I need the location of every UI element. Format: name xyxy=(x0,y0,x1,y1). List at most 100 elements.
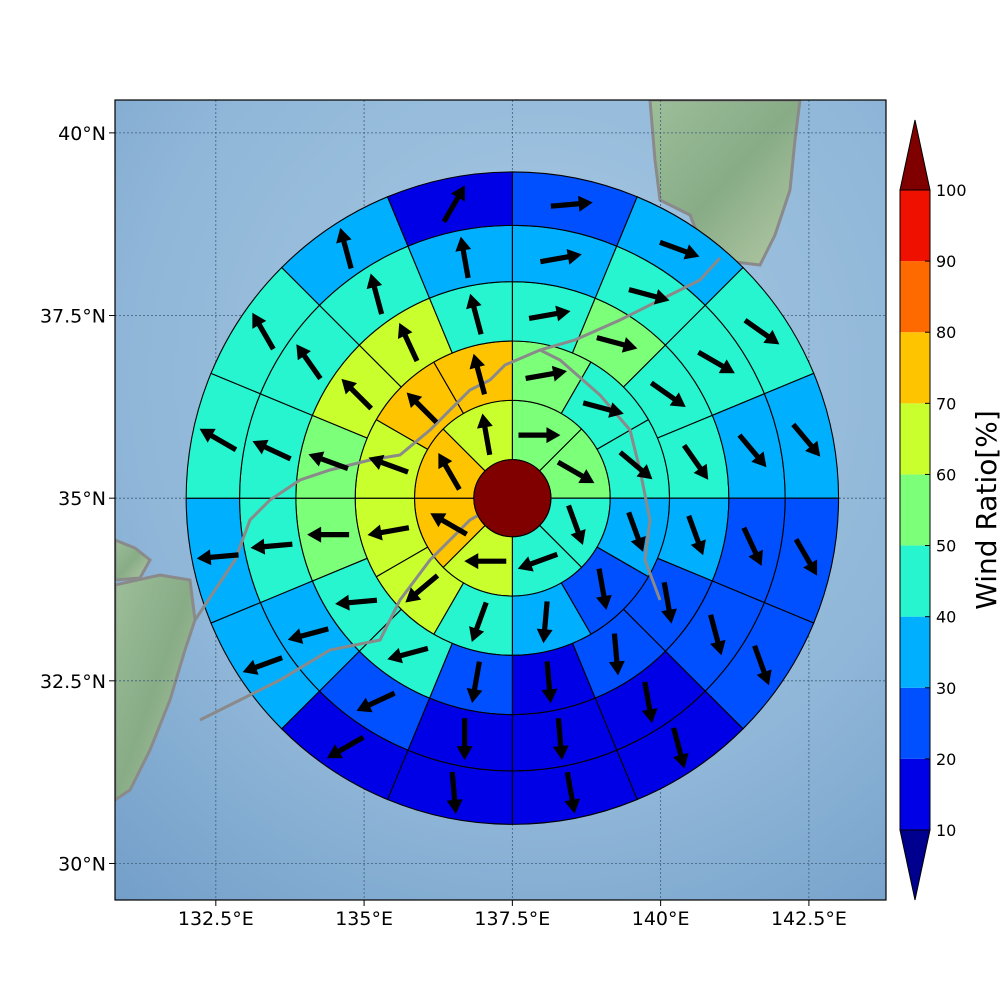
wind-arrow xyxy=(326,734,365,759)
wind-arrow xyxy=(556,459,595,484)
coastline-overlay xyxy=(193,256,722,722)
center-disc xyxy=(473,459,552,538)
wind-arrow xyxy=(752,644,772,686)
plot-frame xyxy=(114,99,887,901)
colorbar: 10 20 30 40 50 60 70 80 90 100 Wind Ratio[%] xyxy=(899,119,1000,901)
wind-arrow xyxy=(466,661,483,704)
colorbar-tick-label: 100 xyxy=(936,181,967,200)
colorbar-over-arrow xyxy=(899,119,931,191)
wind-arrow xyxy=(307,526,350,543)
colorbar-segment xyxy=(900,190,930,262)
wind-arrow xyxy=(697,350,735,374)
y-tick-label: 32.5°N xyxy=(40,671,106,693)
wind-arrow xyxy=(466,293,484,335)
wind-arrow xyxy=(430,513,468,537)
wind-arrow xyxy=(659,239,700,260)
wind-arrow xyxy=(456,718,473,761)
wind-arrow xyxy=(793,537,818,576)
x-tick-label: 132.5°E xyxy=(178,908,254,930)
wind-arrow xyxy=(438,453,462,491)
wind-arrow xyxy=(367,524,410,541)
y-tick-label: 35°N xyxy=(58,488,106,510)
wind-arrow xyxy=(528,305,571,322)
wind-arrow xyxy=(287,626,329,644)
wind-arrow xyxy=(791,422,821,457)
wind-arrow xyxy=(661,581,677,624)
colorbar-tick-label: 50 xyxy=(936,537,956,556)
wind-arrow xyxy=(641,681,658,724)
colorbar-tick-label: 40 xyxy=(936,608,956,627)
wind-arrow xyxy=(525,365,568,382)
wind-arrow xyxy=(552,717,569,761)
wind-arrow xyxy=(196,549,239,566)
y-tick-label: 37.5°N xyxy=(40,306,106,328)
colorbar-tick-label: 70 xyxy=(936,394,956,413)
wind-arrow xyxy=(252,439,292,462)
wind-arrow xyxy=(539,248,582,265)
wind-arrow xyxy=(469,353,488,395)
wind-arrow xyxy=(335,594,378,611)
wind-arrow xyxy=(596,335,638,353)
wind-arrow xyxy=(596,568,612,611)
wind-arrow xyxy=(608,633,625,676)
colorbar-segment xyxy=(900,474,930,546)
y-axis-ticks: 30°N 32.5°N 35°N 37.5°N 40°N xyxy=(40,123,115,875)
wind-arrow xyxy=(686,514,706,556)
wind-arrow xyxy=(405,573,440,603)
wind-arrow xyxy=(741,526,763,566)
wind-arrow xyxy=(628,287,670,305)
wind-arrow xyxy=(387,645,429,664)
wind-arrow xyxy=(536,601,553,644)
colorbar-title: Wind Ratio[%] xyxy=(970,410,1000,610)
colorbar-segment xyxy=(900,545,930,617)
center-cell xyxy=(473,459,552,538)
landmass-korea-tip xyxy=(115,538,152,582)
wind-arrow xyxy=(366,273,385,315)
y-tick-label: 40°N xyxy=(58,123,106,145)
wind-arrow xyxy=(517,551,559,572)
colorbar-tick-label: 60 xyxy=(936,465,956,484)
colorbar-tick-label: 30 xyxy=(936,679,956,698)
wind-arrow xyxy=(406,392,439,424)
wind-arrow xyxy=(242,655,284,675)
wind-arrow xyxy=(446,771,463,814)
wind-arrow xyxy=(518,427,561,444)
colorbar-segment xyxy=(900,261,930,333)
wind-arrows xyxy=(196,185,821,814)
wind-arrow xyxy=(308,451,349,472)
wind-arrow xyxy=(618,450,653,480)
wind-arrow xyxy=(550,195,593,212)
wind-arrow xyxy=(469,601,489,643)
x-tick-label: 140°E xyxy=(632,908,690,930)
colorbar-tick-label: 20 xyxy=(936,750,956,769)
x-axis-ticks: 132.5°E 135°E 137.5°E 140°E 142.5°E xyxy=(178,900,847,930)
x-tick-label: 135°E xyxy=(335,908,393,930)
colorbar-under-arrow xyxy=(899,829,931,901)
wind-arrow xyxy=(356,690,396,713)
wind-arrow xyxy=(564,771,581,814)
wind-arrow xyxy=(368,454,409,475)
colorbar-segment xyxy=(900,403,930,475)
colorbar-tick-label: 90 xyxy=(936,252,956,271)
wind-arrow xyxy=(250,538,293,555)
wind-arrow xyxy=(336,227,354,270)
wind-arrow xyxy=(455,236,472,279)
wind-arrow xyxy=(252,312,276,351)
wind-arrow xyxy=(541,661,558,704)
wind-arrow xyxy=(397,322,420,363)
wind-arrow xyxy=(681,443,709,480)
wind-arrow xyxy=(582,400,624,418)
landmass-west xyxy=(115,573,197,802)
wind-arrow xyxy=(296,344,323,381)
colorbar-segment xyxy=(900,616,930,688)
x-tick-label: 137.5°E xyxy=(474,908,550,930)
colorbar-segment xyxy=(900,332,930,404)
wind-arrow xyxy=(476,413,493,456)
wind-arrow xyxy=(743,318,780,345)
colorbar-tick-label: 10 xyxy=(936,821,956,840)
y-tick-label: 30°N xyxy=(58,853,106,875)
wind-arrow xyxy=(341,378,374,411)
wind-arrow xyxy=(199,428,238,452)
wind-arrow xyxy=(671,727,689,769)
